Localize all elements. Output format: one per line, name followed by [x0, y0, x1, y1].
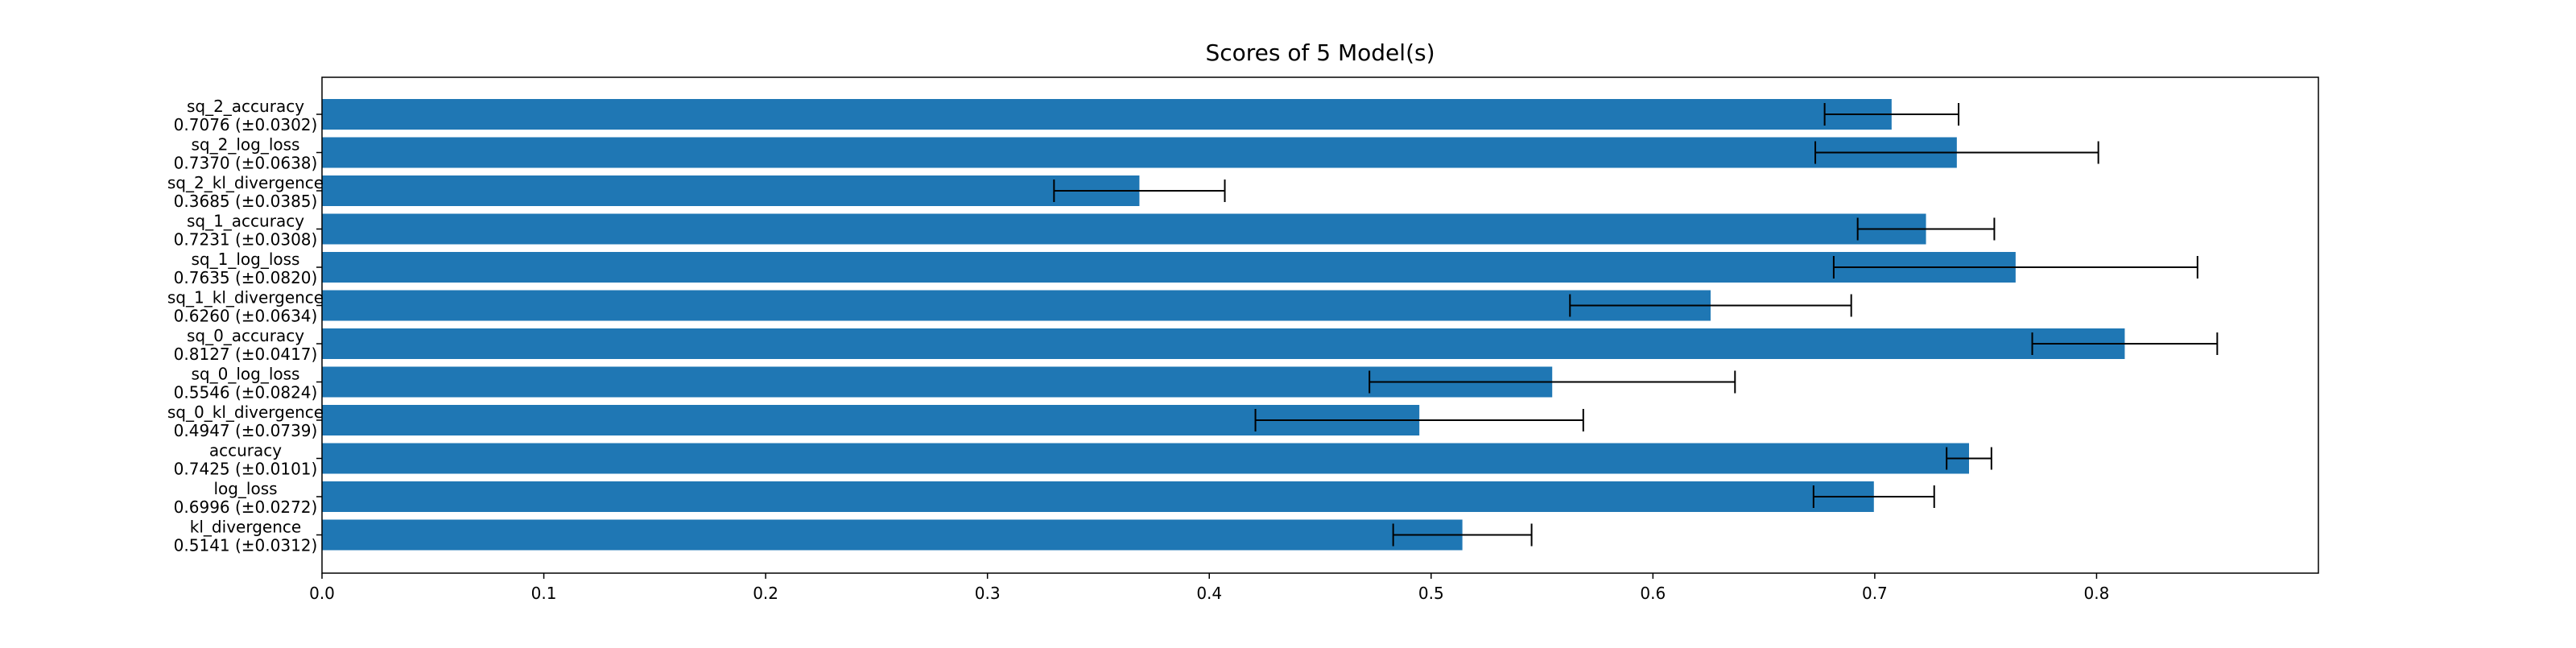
y-tick-label-sq_1_accuracy: sq_1_accuracy 0.7231 (±0.0308) — [174, 212, 318, 250]
x-tick-label-0.4: 0.4 — [1196, 584, 1222, 603]
x-tick-label-0.3: 0.3 — [975, 584, 1001, 603]
bar-sq_2_kl_divergence — [322, 175, 1140, 206]
bar-sq_2_log_loss — [322, 137, 1957, 168]
x-tick-label-0.1: 0.1 — [531, 584, 557, 603]
error-bar-sq_2_kl_divergence — [1053, 180, 1226, 202]
y-tick-label-sq_2_log_loss: sq_2_log_loss 0.7370 (±0.0638) — [174, 135, 318, 173]
x-tick-label-0.7: 0.7 — [1862, 584, 1888, 603]
bar-sq_1_accuracy — [322, 213, 1926, 245]
error-bar-sq_1_log_loss — [1832, 256, 2198, 279]
x-tick-label-0.8: 0.8 — [2084, 584, 2110, 603]
error-bar-sq_0_kl_divergence — [1254, 409, 1584, 431]
bar-kl_divergence — [322, 519, 1463, 551]
y-tick-label-sq_1_log_loss: sq_1_log_loss 0.7635 (±0.0820) — [174, 250, 318, 287]
x-tick-label-0.6: 0.6 — [1640, 584, 1666, 603]
error-bar-sq_2_log_loss — [1814, 141, 2099, 164]
x-axis: 0.0 0.1 0.2 0.3 0.4 0.5 0.6 0.7 0.8 — [309, 573, 2109, 603]
bar-sq_1_kl_divergence — [322, 290, 1711, 321]
error-bars-layer — [1053, 103, 2219, 547]
error-bar-sq_1_accuracy — [1856, 217, 1996, 241]
bar-sq_0_log_loss — [322, 366, 1553, 398]
error-bar-sq_0_log_loss — [1368, 370, 1736, 394]
plot-frame — [321, 76, 2319, 574]
y-tick-label-sq_0_accuracy: sq_0_accuracy 0.8127 (±0.0417) — [174, 326, 318, 364]
bar-sq_0_kl_divergence — [322, 405, 1420, 435]
x-tick-label-0.0: 0.0 — [309, 584, 335, 603]
bar-accuracy — [322, 443, 1969, 474]
y-tick-label-kl_divergence: kl_divergence 0.5141 (±0.0312) — [174, 518, 318, 555]
error-bar-accuracy — [1946, 447, 1992, 470]
error-bar-log_loss — [1812, 485, 1935, 508]
y-tick-label-sq_0_kl_divergence: sq_0_kl_divergence 0.4947 (±0.0739) — [167, 402, 324, 440]
x-tick-label-0.5: 0.5 — [1418, 584, 1444, 603]
y-tick-label-sq_0_log_loss: sq_0_log_loss 0.5546 (±0.0824) — [174, 365, 318, 402]
bar-log_loss — [322, 481, 1874, 512]
bar-sq_1_log_loss — [322, 252, 2016, 283]
bar-sq_0_accuracy — [322, 328, 2125, 359]
bars-layer — [322, 99, 2125, 551]
error-bar-sq_2_accuracy — [1823, 103, 1960, 126]
y-tick-label-sq_1_kl_divergence: sq_1_kl_divergence 0.6260 (±0.0634) — [167, 288, 324, 326]
y-tick-label-sq_2_accuracy: sq_2_accuracy 0.7076 (±0.0302) — [174, 97, 318, 134]
y-tick-label-log_loss: log_loss 0.6996 (±0.0272) — [174, 479, 318, 517]
bar-sq_2_accuracy — [322, 99, 1892, 130]
error-bar-sq_1_kl_divergence — [1569, 294, 1852, 317]
error-bar-sq_0_accuracy — [2031, 332, 2219, 355]
x-tick-label-0.2: 0.2 — [753, 584, 778, 603]
y-axis: sq_2_accuracy 0.7076 (±0.0302)sq_2_log_lo… — [167, 97, 324, 555]
error-bar-kl_divergence — [1392, 523, 1533, 547]
y-tick-label-accuracy: accuracy 0.7425 (±0.0101) — [174, 441, 318, 479]
chart-title: Scores of 5 Model(s) — [1205, 39, 1435, 66]
y-tick-label-sq_2_kl_divergence: sq_2_kl_divergence 0.3685 (±0.0385) — [167, 173, 324, 211]
